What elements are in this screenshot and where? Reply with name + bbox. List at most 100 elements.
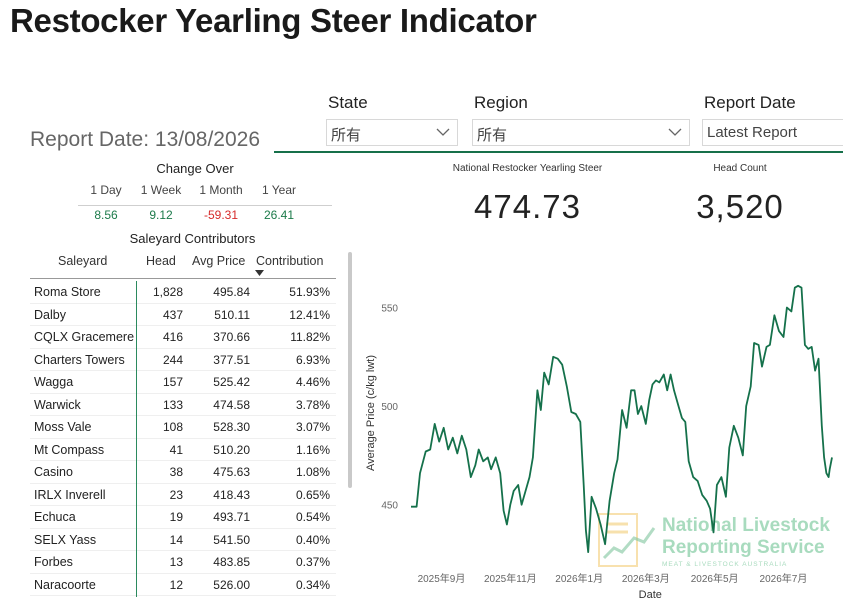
table-row[interactable]: Mt Compass 41 510.20 1.16% <box>30 439 336 461</box>
avg-price-cell: 526.00 <box>213 577 250 592</box>
avg-price-cell: 528.30 <box>213 420 250 434</box>
table-row[interactable]: Casino 38 475.63 1.08% <box>30 461 336 484</box>
saleyard-cell: IRLX Inverell <box>34 487 106 502</box>
saleyard-cell: Mt Compass <box>34 442 105 457</box>
region-dropdown[interactable]: 所有 <box>472 119 690 146</box>
avg-price-cell: 510.20 <box>213 442 250 457</box>
row-divider <box>30 505 336 506</box>
head-cell: 157 <box>162 375 183 389</box>
saleyard-cell: Dalby <box>34 307 66 322</box>
y-tick-label: 450 <box>381 501 398 512</box>
x-tick-label: 2025年9月 <box>418 572 466 585</box>
table-row[interactable]: CQLX Gracemere 416 370.66 11.82% <box>30 326 336 349</box>
x-tick-label: 2026年7月 <box>760 572 808 585</box>
state-filter-label: State <box>328 93 368 112</box>
contribution-cell: 1.08% <box>295 465 330 479</box>
table-row[interactable]: Charters Towers 244 377.51 6.93% <box>30 349 336 371</box>
row-divider <box>30 460 336 461</box>
avg-price-cell: 475.63 <box>213 465 250 479</box>
row-divider <box>30 437 336 439</box>
table-row[interactable]: SELX Yass 14 541.50 0.40% <box>30 529 336 551</box>
avg-price-cell: 483.85 <box>213 555 250 569</box>
avg-price-cell: 541.50 <box>213 532 250 547</box>
row-divider <box>30 370 336 371</box>
report-date-dropdown[interactable]: Latest Report <box>702 119 843 146</box>
contribution-cell: 6.93% <box>295 352 330 367</box>
change-period-value: 9.12 <box>149 208 173 222</box>
sort-descending-icon[interactable] <box>255 270 264 276</box>
x-tick-label: 2026年5月 <box>691 572 739 585</box>
head-cell: 133 <box>162 397 183 412</box>
saleyard-cell: Forbes <box>34 555 73 569</box>
change-over-divider <box>78 205 332 206</box>
state-dropdown[interactable]: 所有 <box>326 119 458 146</box>
row-divider <box>30 527 336 529</box>
head-cell: 244 <box>162 352 183 367</box>
avg-price-cell: 474.58 <box>213 397 250 412</box>
watermark-line1: National Livestock <box>662 515 830 536</box>
column-header-saleyard[interactable]: Saleyard <box>58 254 108 268</box>
contribution-cell: 0.65% <box>295 487 330 502</box>
column-header-avg-price[interactable]: Avg Price <box>192 254 246 268</box>
watermark-line3: MEAT & LIVESTOCK AUSTRALIA <box>662 561 787 568</box>
row-divider <box>30 415 336 416</box>
change-period-value: 8.56 <box>94 208 118 222</box>
table-row[interactable]: Roma Store 1,828 495.84 51.93% <box>30 281 336 304</box>
head-cell: 13 <box>169 555 183 569</box>
contribution-cell: 1.16% <box>295 442 330 457</box>
table-row[interactable]: Moss Vale 108 528.30 3.07% <box>30 416 336 439</box>
watermark-logo-trend <box>602 527 656 560</box>
indicator-kpi-label: National Restocker Yearling Steer <box>452 163 603 174</box>
contribution-cell: 51.93% <box>289 285 330 299</box>
table-row[interactable]: Echuca 19 493.71 0.54% <box>30 506 336 529</box>
change-period-value: -59.31 <box>203 208 239 222</box>
contribution-cell: 0.37% <box>295 555 330 569</box>
saleyard-cell: Naracoorte <box>34 577 96 592</box>
row-divider <box>30 550 336 551</box>
avg-price-cell: 493.71 <box>213 510 250 524</box>
table-header-divider <box>30 278 336 279</box>
table-row[interactable]: Dalby 437 510.11 12.41% <box>30 304 336 326</box>
head-cell: 12 <box>169 577 183 592</box>
contribution-cell: 0.34% <box>295 577 330 592</box>
head-cell: 38 <box>169 465 183 479</box>
header-divider <box>274 151 843 153</box>
table-row[interactable]: Forbes 13 483.85 0.37% <box>30 551 336 574</box>
avg-price-cell: 525.42 <box>213 375 250 389</box>
region-filter-label: Region <box>474 93 528 112</box>
head-cell: 437 <box>162 307 183 322</box>
table-row[interactable]: Wagga 157 525.42 4.46% <box>30 371 336 394</box>
watermark-line2: Reporting Service <box>662 537 825 558</box>
x-tick-label: 2026年1月 <box>555 572 603 585</box>
table-row[interactable]: Warwick 133 474.58 3.78% <box>30 394 336 416</box>
y-tick-label: 500 <box>381 402 398 413</box>
report-date-heading: Report Date: 13/08/2026 <box>30 128 260 151</box>
row-divider <box>30 325 336 326</box>
column-header-head[interactable]: Head <box>146 254 176 268</box>
state-dropdown-value: 所有 <box>331 127 362 144</box>
change-period-label: 1 Week <box>140 183 182 197</box>
saleyard-cell: Wagga <box>34 375 74 389</box>
contribution-cell: 11.82% <box>290 330 330 344</box>
x-tick-label: 2025年11月 <box>484 572 537 585</box>
indicator-kpi-value: 474.73 <box>474 188 581 225</box>
table-scrollbar[interactable] <box>348 252 352 488</box>
price-series-line <box>411 284 833 554</box>
row-divider <box>30 302 336 304</box>
contributors-table: Roma Store 1,828 495.84 51.93% Dalby 437 510.1… <box>30 281 336 596</box>
table-row[interactable]: Naracoorte 12 526.00 0.34% <box>30 574 336 596</box>
contribution-cell: 0.40% <box>295 532 330 547</box>
saleyard-cell: Roma Store <box>34 285 101 299</box>
saleyard-cell: SELX Yass <box>34 532 97 547</box>
chevron-down-icon <box>668 128 682 136</box>
column-header-contribution[interactable]: Contribution <box>256 254 324 268</box>
region-dropdown-value: 所有 <box>477 127 508 144</box>
row-divider <box>30 595 336 596</box>
saleyard-cell: Charters Towers <box>34 352 125 367</box>
avg-price-cell: 510.11 <box>214 307 250 322</box>
change-period-label: 1 Year <box>261 183 297 197</box>
row-divider <box>30 482 336 484</box>
table-row[interactable]: IRLX Inverell 23 418.43 0.65% <box>30 484 336 506</box>
avg-price-cell: 495.84 <box>213 285 250 299</box>
contribution-cell: 3.78% <box>295 397 330 412</box>
